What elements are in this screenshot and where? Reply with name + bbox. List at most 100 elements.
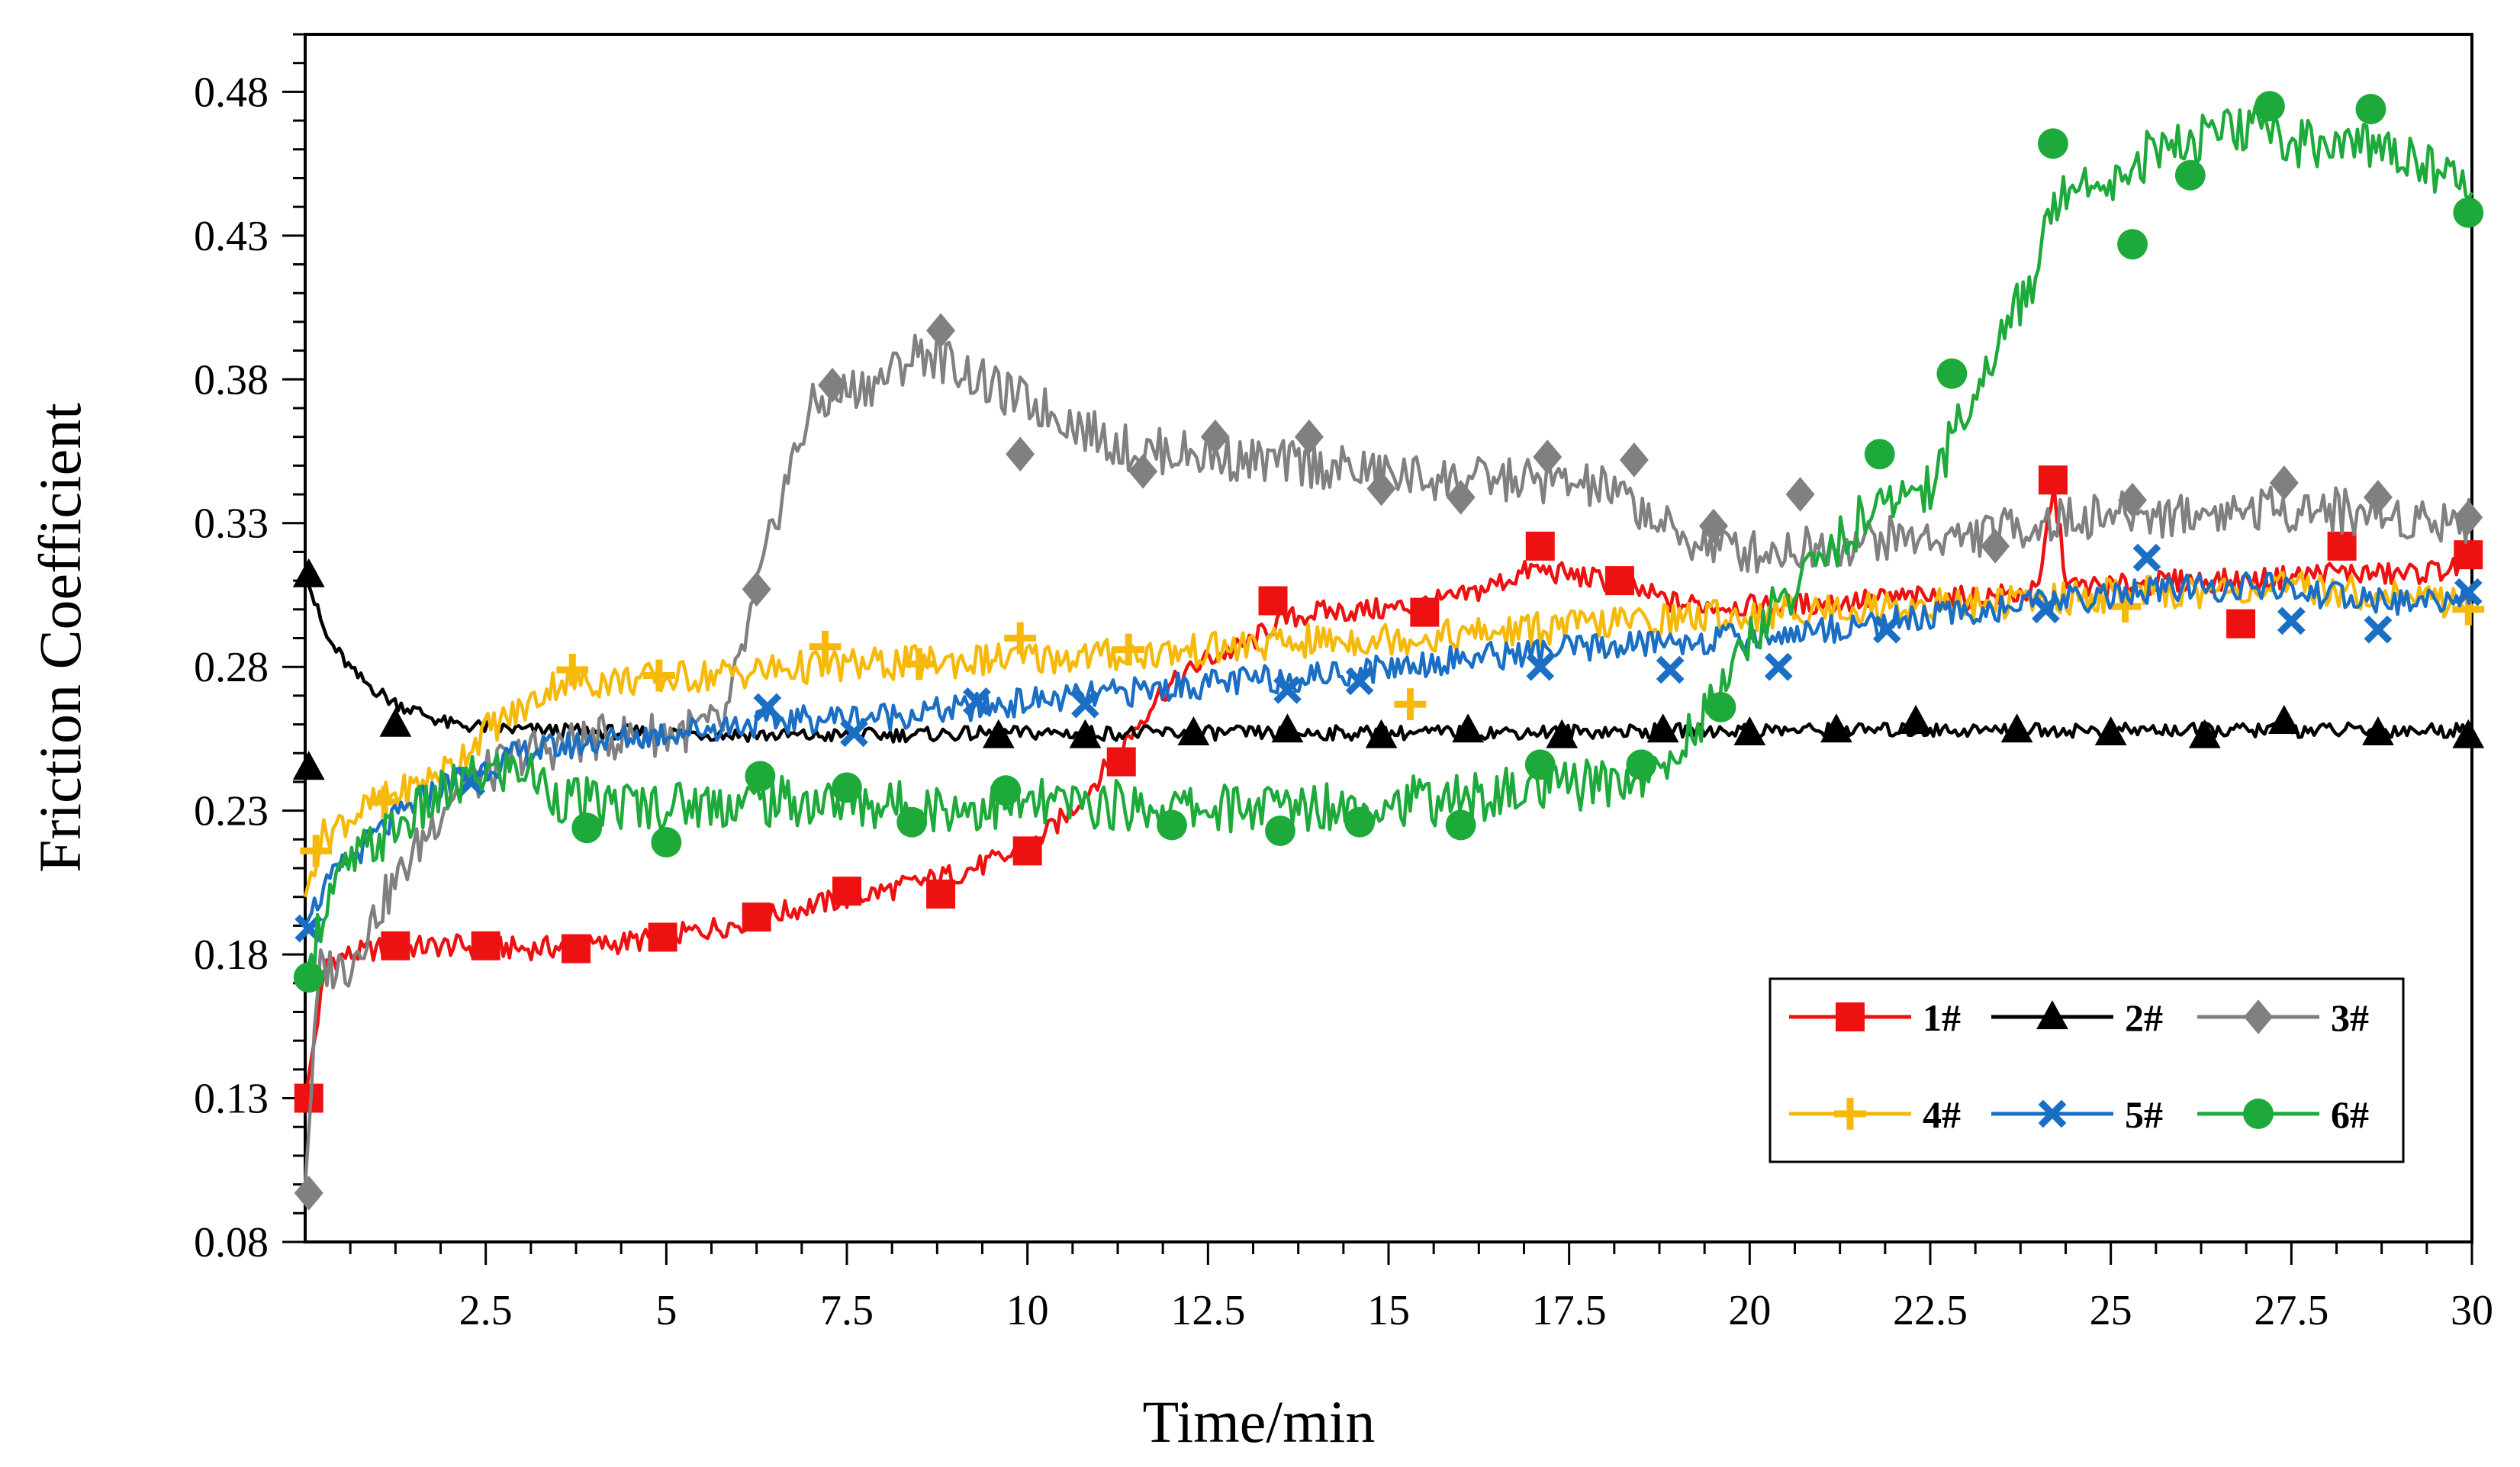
x-axis-title: Time/min [1143,1388,1376,1455]
y-tick-label: 0.08 [194,1219,269,1266]
data-point [1265,816,1295,846]
data-point [1128,454,1158,489]
data-point [1294,419,1324,455]
y-tick-label: 0.43 [194,213,269,260]
y-tick-label: 0.38 [194,356,269,404]
data-point [809,630,842,663]
data-point [2454,540,2483,570]
legend-marker [2036,1000,2068,1030]
data-point [1646,713,1679,743]
data-point [1626,749,1657,780]
data-point [1258,586,1288,616]
data-point [562,934,591,964]
data-point [1365,719,1398,748]
data-point [1071,690,1099,719]
legend-label: 1# [1923,996,1961,1039]
legend-marker [1834,1098,1866,1130]
y-axis-ticks: 0.08 0.13 0.18 0.23 0.28 0.33 0.38 0.43 0.48 [194,33,305,1266]
data-point [1345,667,1374,696]
data-point [832,772,862,803]
data-point [2037,128,2068,159]
data-point [2267,704,2300,734]
data-point [990,775,1022,806]
x-tick-label: 20 [1728,1287,1771,1334]
data-point [2000,713,2033,743]
data-point [651,827,682,858]
series-layer [292,91,2485,1211]
data-point [2226,609,2256,639]
series-2 [292,558,2485,780]
x-tick-label: 17.5 [1532,1287,1607,1334]
data-point [2174,159,2206,191]
data-point [1872,615,1901,644]
data-point [1271,713,1304,743]
data-point [1157,809,1187,841]
data-point [1864,439,1895,470]
data-point [818,368,848,403]
data-point [1733,716,1766,746]
data-point [2453,197,2484,228]
x-tick-label: 25 [2090,1287,2132,1334]
data-point [1112,633,1145,666]
data-point [1177,716,1210,746]
data-point [2094,716,2127,746]
legend: 1# 2# 3# 4# 5# 6# [1769,977,2405,1163]
x-tick-label: 12.5 [1170,1287,1245,1334]
data-point [745,761,776,792]
data-point [742,902,771,932]
data-point [1344,806,1376,838]
data-point [2362,716,2394,746]
data-point [2038,465,2068,495]
data-point [648,922,677,952]
data-point [2254,91,2285,122]
data-point [1366,471,1396,507]
data-point [369,786,401,819]
data-point [2109,590,2142,623]
x-tick-label: 27.5 [2254,1287,2329,1334]
data-point [963,687,991,716]
data-point [293,962,324,993]
data-point [1981,529,2010,564]
data-point [1546,719,1579,748]
legend-marker [2243,1099,2274,1129]
legend-label: 5# [2125,1093,2163,1136]
data-point [1699,508,1728,544]
y-axis-title: Friction Coefficient [27,403,93,873]
data-point [1526,652,1555,681]
data-point [1410,597,1440,627]
data-point [1106,747,1136,777]
data-point [1446,480,1476,515]
data-point [926,313,956,349]
data-point [1394,688,1427,721]
data-point [2363,480,2393,515]
data-point [1705,692,1736,722]
data-point [1069,719,1102,748]
legend-label: 4# [1923,1093,1961,1136]
data-point [471,931,500,960]
data-point [1820,713,1852,743]
data-point [753,693,782,722]
x-tick-label: 15 [1367,1287,1410,1334]
data-point [2032,595,2060,624]
data-point [1656,655,1685,684]
data-point [1524,749,1556,780]
x-tick-label: 2.5 [459,1287,513,1334]
data-point [2118,482,2148,518]
data-point [840,719,868,748]
data-point [1533,439,1563,475]
data-point [556,654,589,686]
data-point [2117,229,2148,260]
legend-marker [2038,1099,2067,1128]
series-line [303,571,2474,927]
x-tick-label: 5 [655,1287,677,1334]
data-point [2454,500,2483,535]
data-point [1445,809,1476,841]
data-point [2327,531,2357,561]
y-tick-label: 0.23 [194,788,269,835]
data-point [379,707,412,737]
data-point [2269,465,2299,500]
series-5 [294,543,2483,943]
data-point [292,558,325,587]
legend-marker [1836,1002,1865,1031]
